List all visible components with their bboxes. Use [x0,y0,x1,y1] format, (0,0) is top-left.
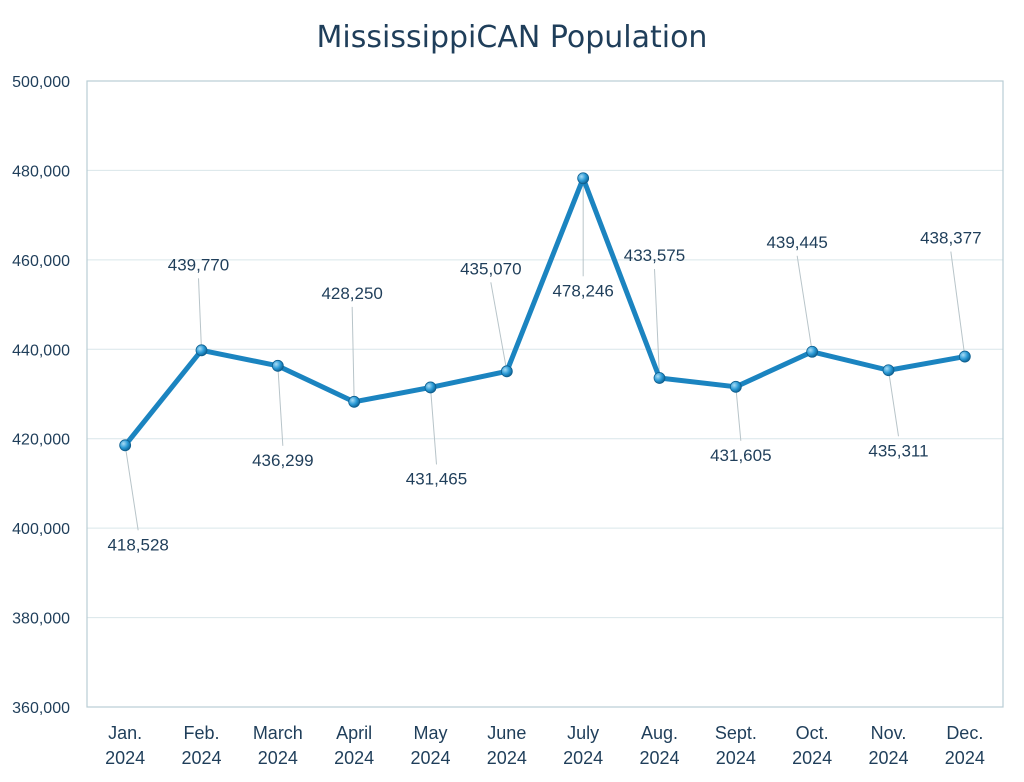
y-tick-label: 400,000 [12,521,70,538]
data-point-marker [958,350,971,363]
data-point-marker [119,439,132,452]
x-tick-label-year: 2024 [334,748,374,768]
data-point-marker [806,345,819,358]
data-label-leader [124,445,139,531]
data-label-leader [796,255,813,352]
data-label-leader [351,306,355,402]
x-tick-label: Aug. [641,723,678,743]
x-tick-label: June [487,723,526,743]
data-label-leader [198,278,202,351]
x-tick-label: Jan. [108,723,142,743]
data-label: 438,377 [920,229,981,248]
data-labels: 418,528 439,770 436,299 428,250 431,465 435,0… [107,229,981,555]
x-tick-label-year: 2024 [792,748,832,768]
x-tick-label: Nov. [871,723,907,743]
x-tick-label-year: 2024 [487,748,527,768]
y-tick-label: 360,000 [12,700,70,717]
x-tick-label: April [336,723,372,743]
x-tick-label: July [567,723,599,743]
data-label-leader [490,282,508,372]
x-tick-label-year: 2024 [639,748,679,768]
y-axis-ticks: 360,000 380,000 400,000 420,000 440,000 460,0… [12,74,70,717]
x-tick-label-year: 2024 [258,748,298,768]
y-tick-label: 460,000 [12,253,70,270]
data-label-leader [277,365,284,446]
data-label: 435,070 [460,259,521,278]
chart-title: MississippiCAN Population [317,20,708,55]
data-label: 439,770 [168,255,229,274]
x-tick-label: Oct. [796,723,829,743]
x-tick-label-year: 2024 [563,748,603,768]
y-tick-label: 500,000 [12,74,70,91]
data-point-marker [882,364,895,377]
y-tick-label: 380,000 [12,611,70,628]
data-label: 431,465 [406,469,467,488]
data-label-leader [950,251,966,357]
series-line [122,175,968,448]
x-tick-label-year: 2024 [945,748,985,768]
data-label-leader [430,387,437,465]
data-point-marker [424,381,437,394]
data-label: 418,528 [107,535,168,554]
x-axis-ticks: Jan. 2024 Feb. 2024 March 2024 April 2024 May 202… [105,723,985,768]
data-label: 435,311 [868,441,928,460]
gridlines [87,169,1003,619]
data-point-marker [577,172,590,185]
x-tick-label: Sept. [715,723,757,743]
x-tick-label-year: 2024 [105,748,145,768]
data-label: 431,605 [710,446,771,465]
x-tick-label: Dec. [946,723,983,743]
y-tick-label: 440,000 [12,342,70,359]
data-label: 433,575 [624,246,685,265]
x-tick-label: Feb. [183,723,219,743]
x-tick-label-year: 2024 [868,748,908,768]
x-tick-label: May [413,723,447,743]
plot-area-frame [86,80,1004,708]
data-label-leader [888,370,899,437]
data-point-marker [195,344,208,357]
data-label: 439,445 [766,233,827,252]
series-line-group [122,175,968,448]
x-tick-label-year: 2024 [181,748,221,768]
data-label: 478,246 [552,281,613,300]
data-label: 428,250 [321,284,382,303]
data-point-marker [271,359,284,372]
series-markers [119,172,971,452]
x-tick-label-year: 2024 [410,748,450,768]
data-point-marker [500,365,513,378]
data-label-leaders [124,178,966,531]
data-point-marker [348,395,361,408]
x-tick-label: March [253,723,303,743]
x-tick-label-year: 2024 [716,748,756,768]
data-point-marker [653,372,666,384]
data-label: 436,299 [252,451,313,470]
data-label-leader [654,268,660,379]
y-tick-label: 420,000 [12,432,70,449]
data-label-leader [735,386,742,441]
data-point-marker [729,380,742,393]
y-tick-label: 480,000 [12,163,70,180]
